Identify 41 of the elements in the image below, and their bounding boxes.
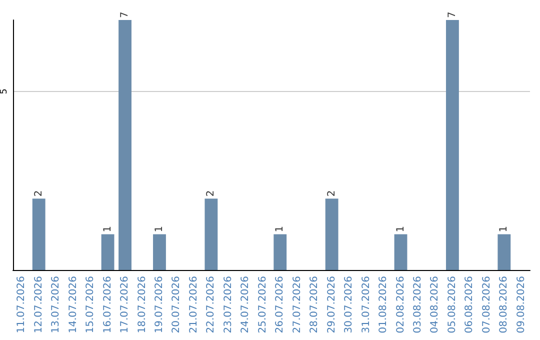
x-tick-label: 20.07.2026: [171, 276, 182, 334]
data-label: 1: [498, 226, 510, 232]
x-tick-label: 11.07.2026: [16, 276, 28, 334]
data-label: 2: [33, 190, 44, 197]
data-label: 1: [102, 226, 114, 232]
x-tick-label: 13.07.2026: [50, 276, 62, 334]
y-tick-label: 5: [0, 88, 10, 94]
x-tick-label: 30.07.2026: [344, 276, 355, 334]
x-tick-label: 12.07.2026: [33, 276, 44, 334]
x-tick-label: 05.08.2026: [446, 276, 458, 334]
data-label: 7: [446, 12, 458, 18]
data-label: 2: [206, 190, 217, 197]
x-tick-label: 21.07.2026: [188, 276, 200, 334]
x-tick-label: 26.07.2026: [274, 276, 286, 334]
x-tick-label: 16.07.2026: [102, 276, 114, 334]
x-tick-label: 01.08.2026: [378, 276, 390, 334]
x-tick-label: 15.07.2026: [85, 276, 96, 334]
x-tick-label: 25.07.2026: [257, 276, 268, 334]
x-tick-label: 28.07.2026: [309, 276, 320, 334]
data-label: 1: [274, 226, 286, 232]
x-tick-label: 24.07.2026: [240, 276, 252, 334]
data-label: 1: [395, 226, 406, 232]
x-tick-label: 04.08.2026: [430, 276, 441, 334]
x-tick-label: 14.07.2026: [68, 276, 79, 334]
x-tick-label: 03.08.2026: [412, 276, 424, 334]
x-tick-label: 23.07.2026: [222, 276, 234, 334]
x-tick-label: 08.08.2026: [498, 276, 510, 334]
data-label: 1: [154, 226, 165, 232]
x-tick-label: 31.07.2026: [360, 276, 372, 334]
x-tick-label: 17.07.2026: [120, 276, 131, 334]
data-label: 2: [326, 190, 338, 197]
x-tick-label: 09.08.2026: [516, 276, 527, 334]
x-tick-label: 19.07.2026: [154, 276, 165, 334]
x-tick-label: 02.08.2026: [395, 276, 406, 334]
x-tick-label: 07.08.2026: [481, 276, 492, 334]
x-tick-label: 06.08.2026: [464, 276, 476, 334]
data-label: 7: [120, 12, 131, 18]
x-tick-label: 27.07.2026: [292, 276, 303, 334]
x-tick-label: 18.07.2026: [136, 276, 148, 334]
x-tick-label: 29.07.2026: [326, 276, 338, 334]
x-tick-label: 22.07.2026: [206, 276, 217, 334]
